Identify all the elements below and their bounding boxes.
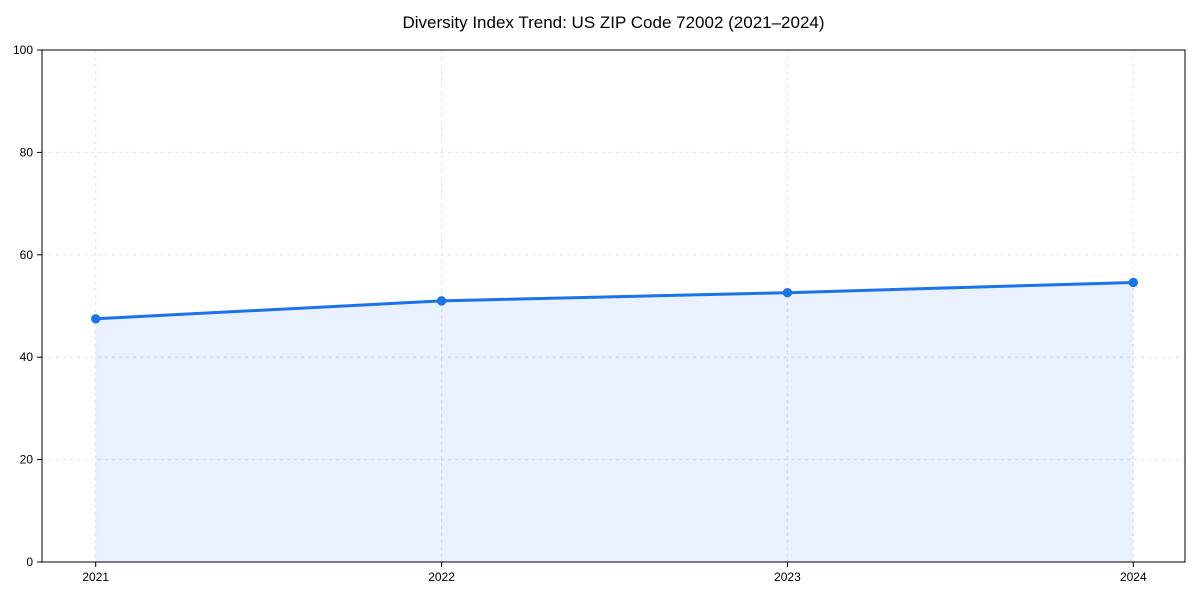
x-tick-label: 2023 xyxy=(774,570,801,584)
area-fill xyxy=(95,282,1134,562)
x-tick-label: 2022 xyxy=(428,570,455,584)
plot-border xyxy=(41,49,1186,563)
data-point-2022 xyxy=(436,296,447,306)
y-tick-label: 40 xyxy=(20,350,34,364)
y-tick-label: 20 xyxy=(20,453,34,467)
trend-line xyxy=(94,280,1135,321)
data-point-2023 xyxy=(782,287,793,298)
data-point-2024 xyxy=(1128,277,1139,288)
y-tick-label: 80 xyxy=(20,145,34,159)
y-tick-label: 60 xyxy=(20,248,34,262)
x-tick-label: 2021 xyxy=(82,570,109,584)
x-tick-label: 2024 xyxy=(1120,570,1147,584)
data-point-2021 xyxy=(91,314,101,324)
y-tick-label: 100 xyxy=(13,43,33,57)
chart-title: Diversity Index Trend: US ZIP Code 72002… xyxy=(402,13,825,32)
y-tick-label: 0 xyxy=(26,555,33,569)
